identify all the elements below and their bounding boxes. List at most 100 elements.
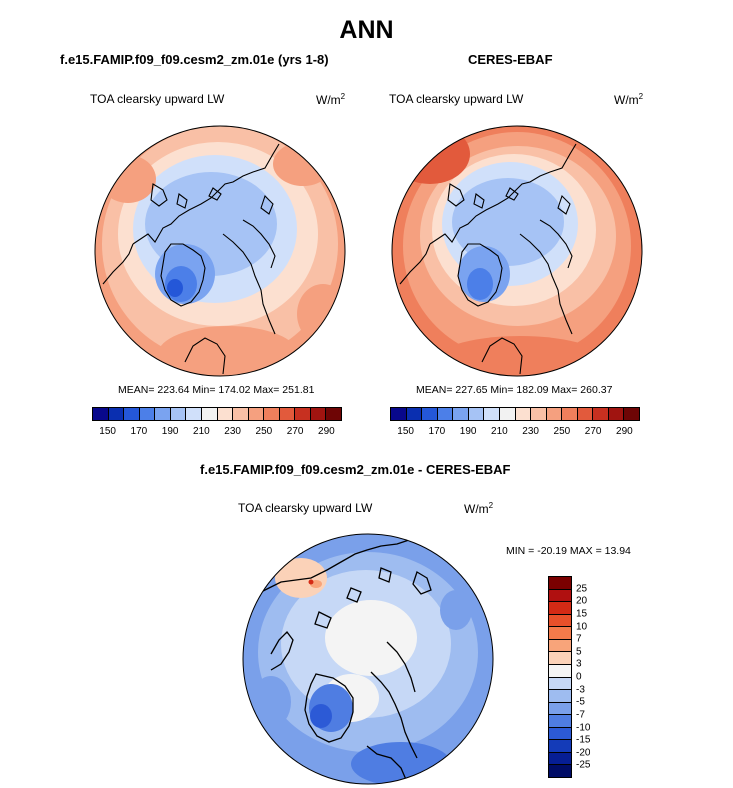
colorbar-tick-label: 270 [584, 426, 602, 437]
colorbar-tick-label: 250 [255, 426, 273, 437]
colorbar-swatch [549, 639, 571, 653]
colorbar-tick-label: 10 [576, 621, 588, 632]
colorbar-swatch [549, 664, 571, 678]
colorbar-swatch [139, 408, 156, 420]
colorbar-swatch [549, 602, 571, 615]
colorbar-tick-label: -5 [576, 696, 585, 708]
panel1-colorbar-ticks: 150 170 190 210 230 250 270 290 [92, 426, 342, 440]
colorbar-swatch [549, 577, 571, 590]
colorbar-tick-label: 210 [491, 426, 508, 437]
panel1-polar-map [94, 125, 346, 377]
colorbar-swatch [546, 408, 563, 420]
panel2-colorbar-ticks: 150 170 190 210 230 250 270 290 [390, 426, 640, 440]
panel3-stats: MIN = -20.19 MAX = 13.94 [506, 545, 631, 557]
colorbar-swatch [453, 408, 469, 420]
colorbar-tick-label: 20 [576, 595, 588, 607]
colorbar-tick-label: -25 [576, 759, 591, 771]
colorbar-swatch [201, 408, 218, 420]
colorbar-tick-label: -3 [576, 684, 585, 696]
colorbar-swatch [295, 408, 311, 420]
colorbar-tick-label: 15 [576, 608, 588, 620]
colorbar-swatch [233, 408, 249, 420]
colorbar-swatch [406, 408, 423, 420]
panel2-stats: MEAN= 227.65 Min= 182.09 Max= 260.37 [416, 384, 613, 396]
colorbar-swatch [484, 408, 500, 420]
colorbar-swatch [264, 408, 280, 420]
colorbar-swatch [577, 408, 594, 420]
panel1-colorbar [92, 407, 342, 421]
colorbar-tick-label: -20 [576, 747, 591, 759]
colorbar-swatch [326, 408, 341, 420]
colorbar-tick-label: 170 [428, 426, 446, 437]
colorbar-tick-label: -15 [576, 734, 591, 746]
colorbar-swatch [549, 690, 571, 703]
colorbar-swatch [593, 408, 609, 420]
colorbar-swatch [310, 408, 327, 420]
panel3-units: W/m2 [464, 501, 494, 516]
panel2-polar-map [391, 125, 643, 377]
colorbar-swatch [549, 677, 571, 691]
colorbar-swatch [549, 589, 571, 603]
panel2-variable-label: TOA clearsky upward LW [389, 92, 524, 106]
colorbar-swatch [549, 765, 571, 777]
colorbar-swatch [422, 408, 438, 420]
colorbar-swatch [93, 408, 109, 420]
colorbar-swatch [624, 408, 639, 420]
colorbar-swatch [155, 408, 171, 420]
colorbar-tick-label: 230 [224, 426, 241, 437]
colorbar-swatch [124, 408, 140, 420]
colorbar-tick-label: 5 [576, 646, 582, 658]
panel1-stats: MEAN= 223.64 Min= 174.02 Max= 251.81 [118, 384, 315, 396]
colorbar-swatch [549, 627, 571, 640]
colorbar-swatch [391, 408, 407, 420]
panel3-colorbar [548, 576, 572, 778]
colorbar-swatch [468, 408, 485, 420]
panel2-units: W/m2 [614, 92, 644, 107]
panel2-colorbar [390, 407, 640, 421]
colorbar-tick-label: 290 [616, 426, 633, 437]
colorbar-swatch [437, 408, 454, 420]
colorbar-tick-label: 150 [397, 426, 414, 437]
panel3-variable-label: TOA clearsky upward LW [238, 501, 373, 515]
colorbar-swatch [549, 614, 571, 628]
panel3-polar-map [242, 533, 494, 785]
colorbar-swatch [549, 702, 571, 716]
colorbar-swatch [549, 727, 571, 741]
colorbar-tick-label: 190 [459, 426, 477, 437]
colorbar-swatch [499, 408, 516, 420]
panel2-case-title: CERES-EBAF [468, 52, 553, 67]
colorbar-swatch [549, 740, 571, 753]
colorbar-tick-label: 25 [576, 583, 588, 595]
colorbar-tick-label: 230 [522, 426, 539, 437]
colorbar-swatch [108, 408, 125, 420]
panel1-variable-label: TOA clearsky upward LW [90, 92, 225, 106]
panel3-case-title: f.e15.FAMIP.f09_f09.cesm2_zm.01e - CERES… [200, 462, 511, 477]
colorbar-tick-label: 290 [318, 426, 335, 437]
colorbar-swatch [549, 715, 571, 728]
panel1-case-title: f.e15.FAMIP.f09_f09.cesm2_zm.01e (yrs 1-… [60, 52, 329, 67]
colorbar-swatch [562, 408, 578, 420]
panel1-units: W/m2 [316, 92, 346, 107]
colorbar-swatch [170, 408, 187, 420]
colorbar-tick-label: 190 [161, 426, 179, 437]
colorbar-swatch [549, 652, 571, 665]
colorbar-tick-label: 210 [193, 426, 210, 437]
colorbar-swatch [549, 752, 571, 766]
colorbar-swatch [515, 408, 532, 420]
colorbar-tick-label: 3 [576, 658, 582, 670]
colorbar-tick-label: 150 [99, 426, 116, 437]
colorbar-swatch [531, 408, 547, 420]
colorbar-swatch [279, 408, 296, 420]
colorbar-tick-label: 0 [576, 671, 582, 683]
colorbar-swatch [608, 408, 625, 420]
colorbar-tick-label: 170 [130, 426, 148, 437]
colorbar-tick-label: 270 [286, 426, 304, 437]
colorbar-swatch [217, 408, 234, 420]
panel3-colorbar-ticks: 25 20 15 10 7 5 3 0 -3 -5 -7 -10 -15 -20 -25 [576, 576, 616, 778]
colorbar-tick-label: 250 [553, 426, 571, 437]
colorbar-tick-label: -7 [576, 709, 585, 721]
colorbar-swatch [248, 408, 265, 420]
colorbar-swatch [186, 408, 202, 420]
colorbar-tick-label: 7 [576, 633, 582, 645]
colorbar-tick-label: -10 [576, 722, 591, 733]
